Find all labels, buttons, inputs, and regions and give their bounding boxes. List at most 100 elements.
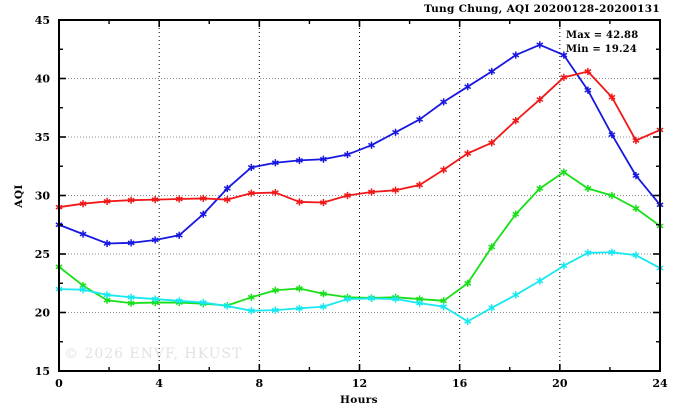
series-green-marker [512, 210, 520, 218]
series-red-marker [103, 197, 111, 205]
series-green-marker [464, 279, 472, 287]
series-blue-marker [416, 115, 424, 124]
x-tick-labels: 0 4 8 12 16 20 24 [55, 377, 668, 390]
series-red-marker [632, 136, 640, 145]
series-blue-marker [199, 210, 207, 218]
y-axis-label: AQI [13, 184, 25, 208]
series-cyan-marker [536, 277, 544, 285]
series-blue-marker [103, 239, 111, 248]
series-red-marker [343, 191, 351, 200]
x-tick-label: 20 [552, 377, 568, 390]
y-tick-label: 25 [35, 248, 50, 261]
series-cyan [55, 248, 664, 325]
series-blue [55, 41, 664, 248]
max-label: Max = 42.88 [566, 30, 638, 41]
series-green-marker [632, 204, 640, 212]
series-cyan-marker [79, 286, 87, 294]
series-blue-marker [464, 83, 472, 91]
series-green-marker [536, 184, 544, 193]
series-green-marker [247, 293, 255, 301]
series-green-marker [295, 284, 303, 293]
series-red-marker [127, 196, 135, 204]
series-blue-marker [247, 163, 255, 172]
series-cyan-marker [488, 304, 496, 312]
series-red-marker [295, 198, 303, 206]
x-tick-label: 8 [256, 377, 264, 390]
x-tick-label: 16 [452, 377, 468, 390]
series-cyan-marker [223, 302, 231, 310]
x-tick-label: 24 [652, 377, 668, 390]
axis-ticks [58, 19, 661, 372]
series-group [55, 41, 664, 325]
series-red-marker [488, 139, 496, 147]
series-blue-line [58, 43, 661, 245]
series-cyan-marker [343, 295, 351, 303]
series-blue-marker [271, 159, 279, 167]
series-red-marker [584, 67, 592, 76]
min-label: Min = 19.24 [566, 44, 637, 55]
series-red-marker [79, 200, 87, 208]
series-red-marker [416, 181, 424, 189]
series-red-marker [175, 195, 183, 203]
y-tick-label: 15 [35, 365, 50, 378]
series-cyan-marker [584, 249, 592, 257]
series-blue-marker [295, 156, 303, 164]
series-red-marker [368, 188, 376, 196]
series-blue-marker [79, 230, 87, 238]
watermark-group: © 2026 ENVF, HKUST [64, 346, 241, 362]
series-cyan-line [58, 251, 661, 323]
series-green-marker [560, 168, 568, 176]
series-red-line [58, 70, 661, 209]
series-cyan-marker [103, 291, 111, 299]
series-cyan-marker [608, 248, 616, 256]
x-axis-label: Hours [340, 394, 378, 406]
series-red-marker [440, 166, 448, 174]
vertical-gridlines [158, 20, 561, 371]
series-cyan-marker [151, 295, 159, 303]
series-cyan-marker [464, 317, 472, 325]
series-red-marker [223, 196, 231, 204]
series-blue-marker [319, 155, 327, 163]
x-tick-label: 4 [155, 377, 163, 390]
series-blue-marker [632, 172, 640, 180]
y-tick-label: 20 [35, 307, 51, 320]
series-blue-marker [536, 41, 544, 49]
series-blue-marker [127, 239, 135, 247]
series-green-marker [584, 184, 592, 193]
series-blue-marker [151, 236, 159, 244]
series-cyan-marker [199, 298, 207, 307]
series-cyan-marker [560, 262, 568, 270]
series-red-marker [560, 73, 568, 81]
series-green-marker [608, 191, 616, 200]
series-blue-marker [368, 141, 376, 149]
y-tick-label: 45 [35, 14, 50, 27]
series-green-marker [271, 286, 279, 294]
series-cyan-marker [440, 303, 448, 311]
series-blue-marker [608, 131, 616, 139]
series-cyan-marker [271, 306, 279, 314]
series-red [55, 67, 664, 211]
series-green-line [58, 171, 661, 307]
series-red-marker [512, 117, 520, 125]
x-tick-label: 12 [352, 377, 367, 390]
y-tick-label: 30 [35, 190, 51, 203]
horizontal-gridlines [59, 78, 660, 313]
series-cyan-marker [416, 299, 424, 307]
y-tick-label: 40 [35, 73, 51, 86]
series-blue-marker [512, 51, 520, 59]
series-red-marker [247, 189, 255, 197]
chart-title: Tung Chung, AQI 20200128-20200131 [424, 3, 660, 15]
series-green-marker [488, 243, 496, 251]
series-green [55, 168, 664, 310]
series-red-marker [271, 188, 279, 197]
series-blue-marker [488, 67, 496, 76]
series-cyan-marker [127, 293, 135, 301]
series-red-marker [199, 194, 207, 203]
series-red-marker [536, 95, 544, 104]
series-cyan-marker [512, 291, 520, 299]
series-blue-marker [175, 231, 183, 239]
series-blue-marker [440, 98, 448, 106]
series-cyan-marker [247, 307, 255, 315]
